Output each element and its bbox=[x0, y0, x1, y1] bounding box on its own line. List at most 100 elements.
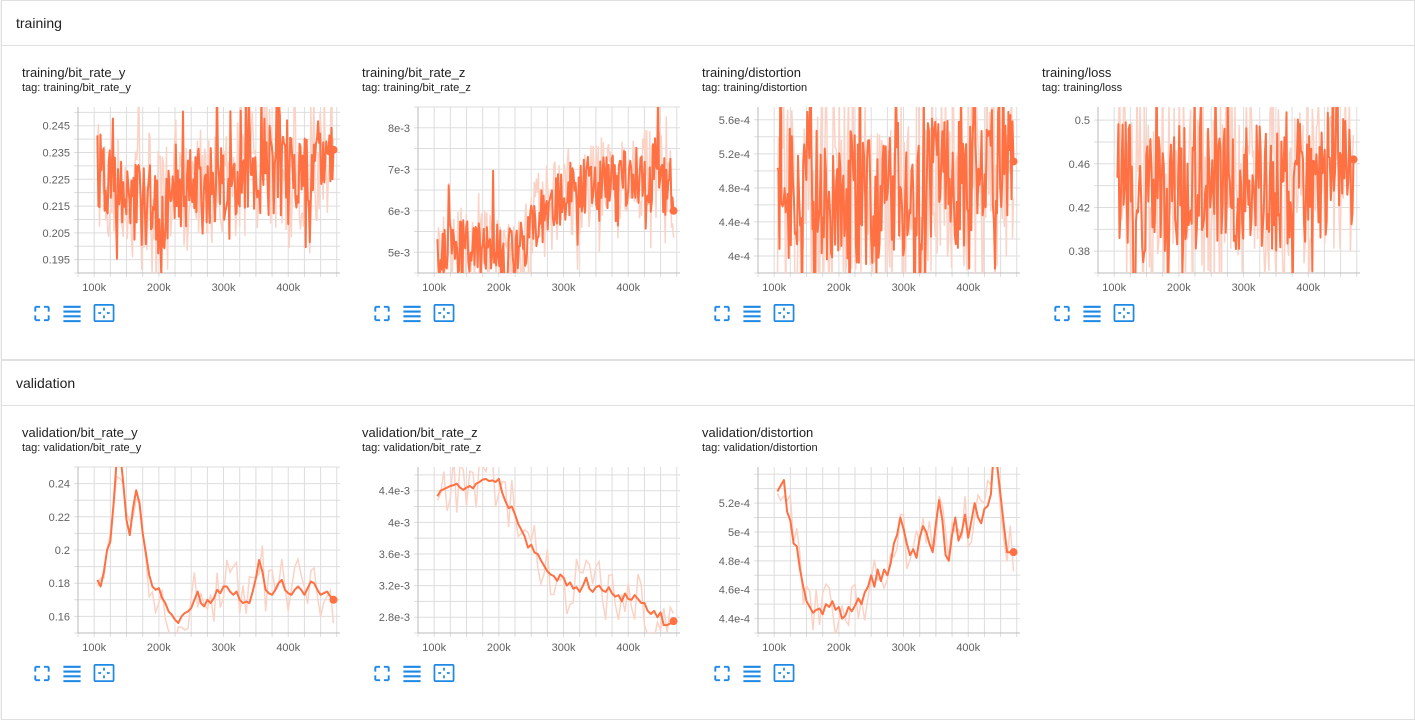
fullscreen-icon[interactable] bbox=[370, 662, 394, 684]
chart-title: validation/distortion bbox=[702, 425, 814, 440]
y-tick-label: 0.195 bbox=[42, 255, 70, 267]
y-tick-label: 2.8e-3 bbox=[379, 612, 410, 624]
series-line-raw bbox=[776, 467, 1015, 633]
line-chart[interactable]: 0.38 0.42 0.46 0.5 100k 200k 300k 400k bbox=[1022, 101, 1362, 291]
x-tick-label: 400k bbox=[616, 642, 640, 651]
x-tick-label: 300k bbox=[552, 282, 576, 291]
chart-card: training/distortion tag: training/distort… bbox=[682, 45, 1022, 345]
line-chart[interactable]: 0.195 0.205 0.215 0.225 0.235 0.245 100k 200k 30… bbox=[2, 101, 342, 291]
y-tick-label: 0.245 bbox=[42, 121, 70, 133]
chart-tag: tag: training/loss bbox=[1042, 82, 1123, 94]
x-tick-label: 100k bbox=[762, 282, 786, 291]
last-point-marker bbox=[1349, 155, 1358, 164]
chart-card: training/loss tag: training/loss 0.38 0.42 0… bbox=[1022, 45, 1362, 345]
y-tick-label: 4e-4 bbox=[728, 251, 750, 263]
chart-card: training/bit_rate_y tag: training/bit_rat… bbox=[2, 45, 342, 345]
fullscreen-icon[interactable] bbox=[710, 662, 734, 684]
x-tick-label: 200k bbox=[487, 642, 511, 651]
toggle-y-axis-icon[interactable] bbox=[60, 662, 84, 684]
fullscreen-icon[interactable] bbox=[30, 302, 54, 324]
fit-domain-icon[interactable] bbox=[432, 662, 456, 684]
series-line[interactable] bbox=[436, 101, 675, 291]
y-tick-label: 4.8e-4 bbox=[719, 183, 750, 195]
y-tick-label: 6e-3 bbox=[388, 206, 410, 218]
x-tick-label: 200k bbox=[147, 642, 171, 651]
x-tick-label: 300k bbox=[552, 642, 576, 651]
last-point-marker bbox=[329, 145, 338, 154]
series-line[interactable] bbox=[1116, 101, 1355, 291]
series-line[interactable] bbox=[96, 461, 335, 624]
chart-title: training/distortion bbox=[702, 65, 801, 80]
series-line[interactable] bbox=[96, 101, 335, 277]
y-tick-label: 8e-3 bbox=[388, 123, 410, 135]
fullscreen-icon[interactable] bbox=[30, 662, 54, 684]
toggle-y-axis-icon[interactable] bbox=[400, 302, 424, 324]
chart-tag: tag: training/bit_rate_y bbox=[22, 82, 131, 94]
series-line[interactable] bbox=[776, 101, 1015, 291]
y-tick-label: 0.38 bbox=[1069, 246, 1090, 258]
x-tick-label: 200k bbox=[827, 282, 851, 291]
x-tick-label: 100k bbox=[82, 282, 106, 291]
y-tick-label: 4.4e-4 bbox=[719, 217, 750, 229]
y-tick-label: 5.2e-4 bbox=[719, 149, 750, 161]
chart-card: validation/bit_rate_z tag: validation/bit… bbox=[342, 405, 682, 705]
x-tick-label: 100k bbox=[762, 642, 786, 651]
line-chart[interactable]: 5e-3 6e-3 7e-3 8e-3 100k 200k 300k 400k bbox=[342, 101, 682, 291]
x-tick-label: 400k bbox=[956, 642, 980, 651]
y-tick-label: 4.6e-4 bbox=[719, 585, 750, 597]
series-line-raw bbox=[436, 467, 675, 633]
fullscreen-icon[interactable] bbox=[370, 302, 394, 324]
chart-card: validation/bit_rate_y tag: validation/bit… bbox=[2, 405, 342, 705]
fit-domain-icon[interactable] bbox=[772, 662, 796, 684]
y-tick-label: 4e-3 bbox=[388, 517, 410, 529]
line-chart[interactable]: 2.8e-3 3.2e-3 3.6e-3 4e-3 4.4e-3 100k 200k 300k… bbox=[342, 461, 682, 651]
chart-tag: tag: validation/distortion bbox=[702, 442, 818, 454]
chart-tag: tag: validation/bit_rate_y bbox=[22, 442, 142, 454]
series-line[interactable] bbox=[776, 461, 1014, 620]
line-chart[interactable]: 0.16 0.18 0.2 0.22 0.24 100k 200k 300k 400k bbox=[2, 461, 342, 651]
x-tick-label: 200k bbox=[487, 282, 511, 291]
fit-domain-icon[interactable] bbox=[772, 302, 796, 324]
toggle-y-axis-icon[interactable] bbox=[1080, 302, 1104, 324]
last-point-marker bbox=[1009, 548, 1018, 557]
series-line-raw bbox=[96, 475, 335, 633]
fit-domain-icon[interactable] bbox=[1112, 302, 1136, 324]
section-title: training bbox=[16, 15, 62, 31]
y-tick-label: 7e-3 bbox=[388, 164, 410, 176]
x-tick-label: 400k bbox=[1296, 282, 1320, 291]
y-tick-label: 0.225 bbox=[42, 174, 70, 186]
fit-domain-icon[interactable] bbox=[92, 662, 116, 684]
y-tick-label: 0.5 bbox=[1075, 115, 1090, 127]
fullscreen-icon[interactable] bbox=[710, 302, 734, 324]
x-tick-label: 400k bbox=[616, 282, 640, 291]
toggle-y-axis-icon[interactable] bbox=[740, 302, 764, 324]
section-header-training[interactable]: training bbox=[2, 1, 1414, 46]
x-tick-label: 300k bbox=[892, 282, 916, 291]
chart-title: training/loss bbox=[1042, 65, 1112, 80]
toggle-y-axis-icon[interactable] bbox=[60, 302, 84, 324]
x-tick-label: 300k bbox=[1232, 282, 1256, 291]
line-chart[interactable]: 4e-4 4.4e-4 4.8e-4 5.2e-4 5.6e-4 100k 200k 300k… bbox=[682, 101, 1022, 291]
fullscreen-icon[interactable] bbox=[1050, 302, 1074, 324]
y-tick-label: 5e-3 bbox=[388, 247, 410, 259]
x-tick-label: 400k bbox=[276, 282, 300, 291]
y-tick-label: 0.235 bbox=[42, 148, 70, 160]
fit-domain-icon[interactable] bbox=[92, 302, 116, 324]
y-tick-label: 0.2 bbox=[55, 545, 70, 557]
line-chart[interactable]: 4.4e-4 4.6e-4 4.8e-4 5e-4 5.2e-4 100k 200k 300k… bbox=[682, 461, 1022, 651]
x-tick-label: 200k bbox=[147, 282, 171, 291]
fit-domain-icon[interactable] bbox=[432, 302, 456, 324]
chart-title: validation/bit_rate_y bbox=[22, 425, 138, 440]
toggle-y-axis-icon[interactable] bbox=[740, 662, 764, 684]
x-tick-label: 200k bbox=[1167, 282, 1191, 291]
chart-card: validation/distortion tag: validation/dis… bbox=[682, 405, 1022, 705]
x-tick-label: 300k bbox=[212, 642, 236, 651]
chart-title: training/bit_rate_z bbox=[362, 65, 466, 80]
toggle-y-axis-icon[interactable] bbox=[400, 662, 424, 684]
last-point-marker bbox=[669, 617, 678, 626]
section-header-validation[interactable]: validation bbox=[2, 361, 1414, 406]
x-tick-label: 300k bbox=[892, 642, 916, 651]
y-tick-label: 4.4e-3 bbox=[379, 486, 410, 498]
y-tick-label: 0.16 bbox=[49, 611, 70, 623]
series-line[interactable] bbox=[436, 477, 675, 627]
